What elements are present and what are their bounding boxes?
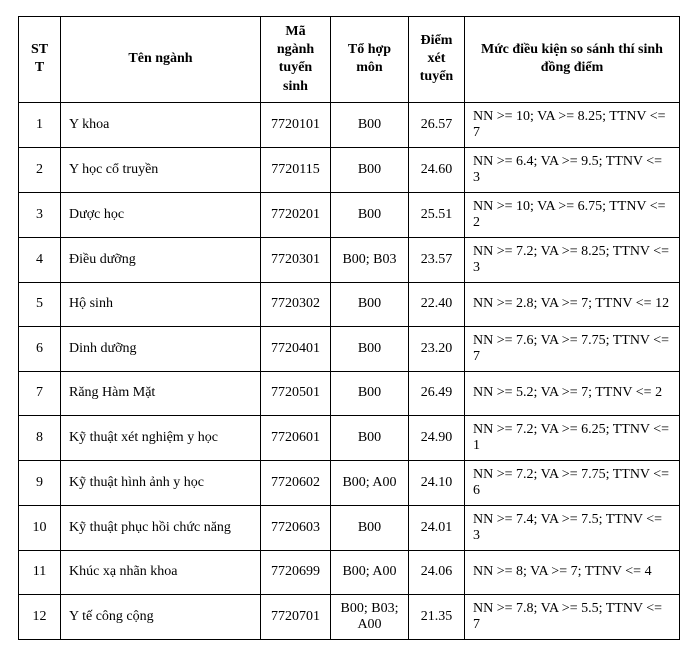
cell-cond: NN >= 7.2; VA >= 8.25; TTNV <= 3: [465, 237, 680, 282]
table-header-row: STT Tên ngành Mã ngành tuyển sinh Tổ hợp…: [19, 17, 680, 103]
col-header-group: Tổ hợp môn: [331, 17, 409, 103]
table-row: 12Y tế công cộng7720701B00; B03; A0021.3…: [19, 594, 680, 639]
cell-score: 21.35: [409, 594, 465, 639]
table-row: 10Kỹ thuật phục hồi chức năng7720603B002…: [19, 505, 680, 550]
cell-score: 26.57: [409, 102, 465, 147]
cell-name: Dinh dưỡng: [61, 326, 261, 371]
table-body: 1Y khoa7720101B0026.57NN >= 10; VA >= 8.…: [19, 102, 680, 639]
table-row: 2Y học cổ truyền7720115B0024.60NN >= 6.4…: [19, 147, 680, 192]
cell-group: B00: [331, 371, 409, 415]
cell-cond: NN >= 2.8; VA >= 7; TTNV <= 12: [465, 282, 680, 326]
cell-score: 24.10: [409, 460, 465, 505]
cell-name: Răng Hàm Mặt: [61, 371, 261, 415]
cell-stt: 7: [19, 371, 61, 415]
table-row: 11Khúc xạ nhãn khoa7720699B00; A0024.06N…: [19, 550, 680, 594]
cell-score: 25.51: [409, 192, 465, 237]
cell-stt: 9: [19, 460, 61, 505]
cell-stt: 12: [19, 594, 61, 639]
cell-group: B00; A00: [331, 460, 409, 505]
cell-cond: NN >= 10; VA >= 6.75; TTNV <= 2: [465, 192, 680, 237]
cell-score: 23.57: [409, 237, 465, 282]
cell-cond: NN >= 7.6; VA >= 7.75; TTNV <= 7: [465, 326, 680, 371]
cell-score: 22.40: [409, 282, 465, 326]
cell-stt: 4: [19, 237, 61, 282]
cell-code: 7720301: [261, 237, 331, 282]
cell-code: 7720501: [261, 371, 331, 415]
cell-cond: NN >= 7.2; VA >= 7.75; TTNV <= 6: [465, 460, 680, 505]
cell-group: B00: [331, 505, 409, 550]
cell-group: B00: [331, 415, 409, 460]
cell-name: Kỹ thuật hình ảnh y học: [61, 460, 261, 505]
cell-name: Dược học: [61, 192, 261, 237]
cell-code: 7720115: [261, 147, 331, 192]
cell-cond: NN >= 6.4; VA >= 9.5; TTNV <= 3: [465, 147, 680, 192]
col-header-name: Tên ngành: [61, 17, 261, 103]
cell-cond: NN >= 7.4; VA >= 7.5; TTNV <= 3: [465, 505, 680, 550]
cell-score: 26.49: [409, 371, 465, 415]
cell-code: 7720401: [261, 326, 331, 371]
cell-group: B00: [331, 102, 409, 147]
cell-cond: NN >= 10; VA >= 8.25; TTNV <= 7: [465, 102, 680, 147]
cell-cond: NN >= 7.2; VA >= 6.25; TTNV <= 1: [465, 415, 680, 460]
table-row: 3Dược học7720201B0025.51NN >= 10; VA >= …: [19, 192, 680, 237]
cell-name: Điều dưỡng: [61, 237, 261, 282]
cell-name: Kỹ thuật phục hồi chức năng: [61, 505, 261, 550]
cell-stt: 1: [19, 102, 61, 147]
cell-score: 23.20: [409, 326, 465, 371]
cell-group: B00: [331, 147, 409, 192]
cell-code: 7720601: [261, 415, 331, 460]
cell-code: 7720101: [261, 102, 331, 147]
cell-code: 7720701: [261, 594, 331, 639]
cell-code: 7720201: [261, 192, 331, 237]
col-header-code: Mã ngành tuyển sinh: [261, 17, 331, 103]
cell-name: Y tế công cộng: [61, 594, 261, 639]
cell-name: Hộ sinh: [61, 282, 261, 326]
cell-code: 7720699: [261, 550, 331, 594]
cell-stt: 5: [19, 282, 61, 326]
table-row: 6Dinh dưỡng7720401B0023.20NN >= 7.6; VA …: [19, 326, 680, 371]
table-row: 7Răng Hàm Mặt7720501B0026.49NN >= 5.2; V…: [19, 371, 680, 415]
table-row: 8Kỹ thuật xét nghiệm y học7720601B0024.9…: [19, 415, 680, 460]
cell-stt: 10: [19, 505, 61, 550]
table-row: 5Hộ sinh7720302B0022.40NN >= 2.8; VA >= …: [19, 282, 680, 326]
col-header-cond: Mức điều kiện so sánh thí sinh đồng điểm: [465, 17, 680, 103]
cell-name: Kỹ thuật xét nghiệm y học: [61, 415, 261, 460]
cell-code: 7720603: [261, 505, 331, 550]
cell-cond: NN >= 5.2; VA >= 7; TTNV <= 2: [465, 371, 680, 415]
cell-stt: 8: [19, 415, 61, 460]
cell-stt: 2: [19, 147, 61, 192]
admissions-table: STT Tên ngành Mã ngành tuyển sinh Tổ hợp…: [18, 16, 680, 640]
cell-cond: NN >= 8; VA >= 7; TTNV <= 4: [465, 550, 680, 594]
cell-name: Khúc xạ nhãn khoa: [61, 550, 261, 594]
cell-score: 24.90: [409, 415, 465, 460]
cell-code: 7720602: [261, 460, 331, 505]
col-header-score: Điểm xét tuyển: [409, 17, 465, 103]
cell-score: 24.01: [409, 505, 465, 550]
cell-group: B00; B03: [331, 237, 409, 282]
cell-score: 24.60: [409, 147, 465, 192]
cell-group: B00: [331, 192, 409, 237]
table-row: 9Kỹ thuật hình ảnh y học7720602B00; A002…: [19, 460, 680, 505]
cell-stt: 3: [19, 192, 61, 237]
cell-score: 24.06: [409, 550, 465, 594]
cell-cond: NN >= 7.8; VA >= 5.5; TTNV <= 7: [465, 594, 680, 639]
col-header-stt: STT: [19, 17, 61, 103]
table-row: 1Y khoa7720101B0026.57NN >= 10; VA >= 8.…: [19, 102, 680, 147]
table-row: 4Điều dưỡng7720301B00; B0323.57NN >= 7.2…: [19, 237, 680, 282]
cell-name: Y khoa: [61, 102, 261, 147]
cell-name: Y học cổ truyền: [61, 147, 261, 192]
cell-code: 7720302: [261, 282, 331, 326]
cell-group: B00: [331, 326, 409, 371]
cell-group: B00; B03; A00: [331, 594, 409, 639]
cell-stt: 11: [19, 550, 61, 594]
cell-group: B00: [331, 282, 409, 326]
cell-stt: 6: [19, 326, 61, 371]
cell-group: B00; A00: [331, 550, 409, 594]
